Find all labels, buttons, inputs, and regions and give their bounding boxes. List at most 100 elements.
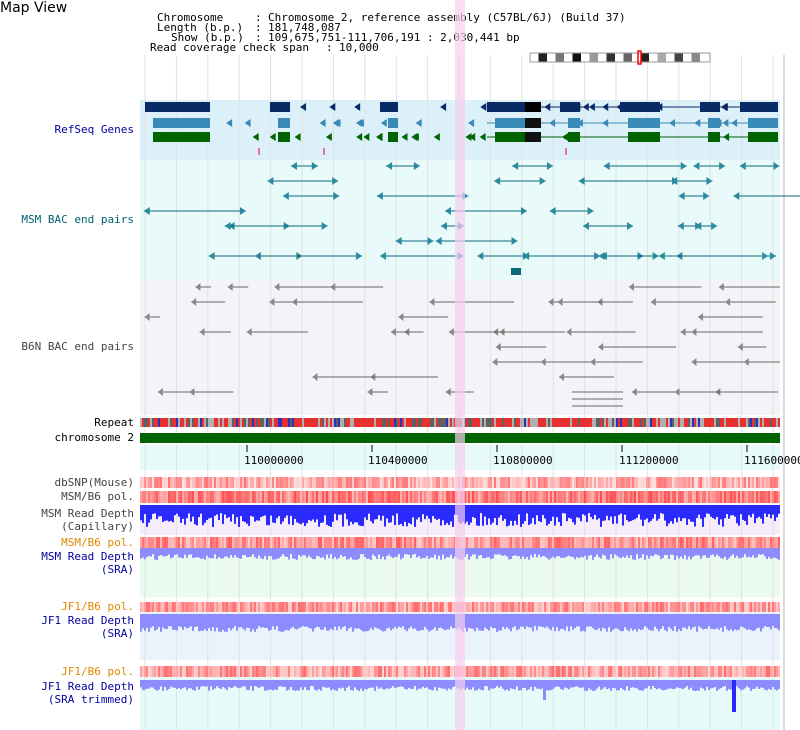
pol-heat-cell [210, 666, 212, 677]
pol-heat-cell [262, 537, 264, 548]
read-depth-bar [722, 505, 724, 527]
dbsnp-heat-cell [512, 477, 514, 488]
bac-end-marker [522, 252, 529, 260]
track-label-msm-bac[interactable]: MSM BAC end pairs [21, 213, 134, 226]
pol-heat-cell [250, 491, 252, 503]
pol-heat-cell [364, 666, 366, 677]
gene-exon [568, 132, 580, 142]
read-depth-bar [236, 548, 238, 558]
read-depth-bar [168, 505, 170, 522]
pol-heat-cell [702, 602, 704, 612]
read-depth-bar [594, 614, 596, 630]
read-depth-bar [552, 548, 554, 557]
dbsnp-heat-cell [598, 477, 600, 488]
ideogram-band [666, 53, 675, 62]
pol-heat-cell [326, 602, 328, 612]
chromosome-ideogram[interactable] [529, 50, 711, 65]
read-depth-bar [742, 505, 744, 520]
pol-heat-cell [180, 602, 182, 612]
track-label-msm-depth-cap[interactable]: MSM Read Depth [41, 507, 134, 520]
read-depth-bar [386, 505, 388, 519]
pol-heat-cell [338, 537, 340, 548]
read-depth-bar [508, 614, 510, 629]
read-depth-bar [352, 505, 354, 525]
read-depth-bar [228, 548, 230, 558]
pol-heat-cell [512, 602, 514, 612]
track-label-jf1-depth-trim[interactable]: JF1 Read Depth [41, 680, 134, 693]
read-depth-bar [604, 614, 606, 629]
dbsnp-heat-cell [634, 477, 636, 488]
read-depth-bar [490, 505, 492, 525]
pol-heat-cell [514, 491, 516, 503]
pol-heat-cell [226, 602, 228, 612]
track-label-dbsnp[interactable]: dbSNP(Mouse) [54, 476, 134, 489]
read-depth-bar [178, 505, 180, 517]
refseq-gene-features[interactable] [145, 102, 778, 155]
repeat-element [148, 418, 150, 427]
msm-bac-end-pairs[interactable] [143, 162, 800, 275]
repeat-element [414, 418, 416, 427]
track-label-msm-pol-1[interactable]: MSM/B6 pol. [61, 490, 134, 503]
read-depth-bar [174, 505, 176, 516]
dbsnp-heat-cell [374, 477, 376, 488]
pol-heat-cell [516, 666, 518, 677]
pol-heat-cell [422, 537, 424, 548]
pol-heat-cell [158, 666, 160, 677]
gene-strand-arrow [433, 133, 440, 141]
read-depth-bar [270, 548, 272, 557]
track-label-msm-pol-2[interactable]: MSM/B6 pol. [61, 536, 134, 549]
pol-heat-cell [688, 491, 690, 503]
track-label-repeat[interactable]: Repeat [94, 416, 134, 429]
track-label-b6n-bac[interactable]: B6N BAC end pairs [21, 340, 134, 353]
dbsnp-heat-cell [656, 477, 658, 488]
pol-heat-cell [718, 537, 720, 548]
read-depth-bar [720, 680, 722, 689]
read-depth-bar [348, 680, 350, 687]
dbsnp-heat-cell [648, 477, 650, 488]
pol-heat-cell [156, 666, 158, 677]
pol-heat-cell [170, 491, 172, 503]
track-label-jf1-pol-1[interactable]: JF1/B6 pol. [61, 600, 134, 613]
read-depth-bar [528, 548, 530, 560]
read-depth-bar [516, 680, 518, 687]
read-depth-bar [202, 614, 204, 631]
pol-heat-cell [520, 491, 522, 503]
read-depth-bar [654, 505, 656, 515]
track-label-refseq[interactable]: RefSeq Genes [54, 123, 134, 136]
dbsnp-heat-cell [284, 477, 286, 488]
pol-heat-cell [388, 666, 390, 677]
read-depth-bar [270, 680, 272, 690]
read-depth-bar [608, 505, 610, 521]
pol-heat-cell [622, 666, 624, 677]
dbsnp-heat-cell [564, 477, 566, 488]
read-depth-bar [156, 614, 158, 630]
gene-strand-arrow [325, 133, 332, 141]
track-label-jf1-pol-2[interactable]: JF1/B6 pol. [61, 665, 134, 678]
track-label-chromosome[interactable]: chromosome 2 [54, 431, 134, 444]
pol-heat-cell [174, 491, 176, 503]
track-label-msm-depth-sra[interactable]: MSM Read Depth [41, 550, 134, 563]
pol-heat-cell [576, 602, 578, 612]
pol-heat-cell [144, 602, 146, 612]
pol-heat-cell [270, 666, 272, 677]
pol-heat-cell [346, 666, 348, 677]
read-depth-bar [298, 680, 300, 691]
pol-heat-cell [446, 666, 448, 677]
pol-heat-cell [166, 666, 168, 677]
pol-heat-cell [704, 666, 706, 677]
track-label-jf1-depth-sra[interactable]: JF1 Read Depth [41, 614, 134, 627]
pol-heat-cell [530, 666, 532, 677]
pol-heat-cell [708, 666, 710, 677]
read-depth-bar [200, 680, 202, 687]
pol-heat-cell [708, 491, 710, 503]
pol-heat-cell [376, 602, 378, 612]
dbsnp-heat-cell [190, 477, 192, 488]
pol-heat-cell [686, 491, 688, 503]
read-depth-bar [436, 548, 438, 560]
pol-heat-cell [446, 537, 448, 548]
pol-heat-cell [444, 602, 446, 612]
read-depth-bar [600, 680, 602, 690]
dbsnp-heat-cell [540, 477, 542, 488]
read-depth-bar [296, 548, 298, 560]
